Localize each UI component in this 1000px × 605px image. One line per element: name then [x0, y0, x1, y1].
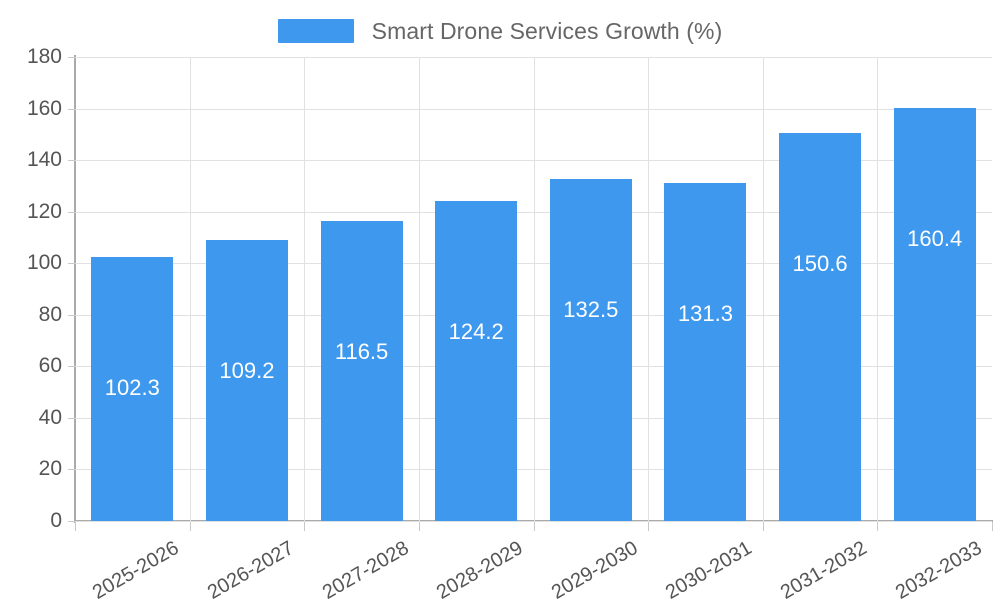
bar-2029-2030[interactable]: [549, 179, 632, 521]
y-axis-label: 140: [26, 148, 62, 172]
plot-area: 102.3 109.2 116.5 124.2 132.5 131.3 150.6 160.4: [75, 57, 992, 522]
bar-2025-2026[interactable]: [91, 257, 174, 521]
bar-value-label-2028-2029: 124.2: [448, 318, 504, 344]
y-axis-label: 80: [38, 302, 62, 326]
y-axis-label: 0: [50, 509, 62, 532]
y-axis-label: 20: [38, 457, 62, 481]
bar-2026-2027[interactable]: [205, 239, 288, 521]
y-axis-tick: [68, 160, 75, 162]
x-axis-tick: [304, 522, 305, 531]
gridline-vertical: [304, 57, 305, 521]
gridline-vertical: [190, 57, 191, 521]
x-axis-tick: [190, 522, 191, 531]
y-axis-tick: [68, 521, 75, 522]
gridline-vertical: [763, 57, 764, 521]
bar-value-label-2031-2032: 150.6: [792, 250, 848, 276]
bar-value-label-2029-2030: 132.5: [563, 297, 619, 323]
bar-value-label-2032-2033: 160.4: [907, 225, 963, 251]
gridline-horizontal: [75, 469, 992, 471]
x-axis-tick: [763, 522, 764, 531]
x-axis-category-label-2029-2030: 2029-2030: [547, 537, 642, 604]
gridline-vertical: [419, 57, 420, 521]
gridline-vertical: [877, 57, 878, 521]
y-axis-tick: [68, 366, 75, 368]
x-axis-category-label-2027-2028: 2027-2028: [318, 537, 413, 604]
bar-value-label-2027-2028: 116.5: [334, 338, 389, 364]
x-axis-tick: [877, 522, 878, 531]
bar-2027-2028[interactable]: [320, 220, 403, 521]
gridline-horizontal: [75, 211, 992, 213]
x-axis-category-label-2030-2031: 2030-2031: [662, 537, 757, 604]
y-axis-label: 100: [26, 251, 62, 275]
bar-value-label-2030-2031: 131.3: [677, 300, 733, 326]
x-axis-category-label-2031-2032: 2031-2032: [776, 537, 871, 604]
y-axis-tick: [68, 263, 75, 265]
y-axis-tick: [68, 108, 75, 110]
gridline-horizontal: [75, 366, 992, 368]
gridline-vertical: [648, 57, 649, 521]
bar-2031-2032[interactable]: [779, 132, 862, 521]
y-axis-label: 40: [38, 405, 62, 429]
gridline-horizontal: [75, 160, 992, 162]
gridline-vertical: [534, 57, 535, 521]
gridline-horizontal: [75, 314, 992, 316]
y-axis-tick: [68, 417, 75, 419]
bar-2030-2031[interactable]: [664, 182, 747, 521]
bar-2032-2033[interactable]: [893, 107, 976, 521]
y-axis-label: 180: [26, 45, 62, 68]
gridline-horizontal: [75, 521, 992, 522]
gridline-horizontal: [75, 57, 992, 58]
bar-value-label-2026-2027: 109.2: [219, 357, 275, 383]
y-axis-label: 160: [26, 96, 62, 120]
bar-2028-2029[interactable]: [435, 200, 518, 521]
gridline-horizontal: [75, 417, 992, 419]
y-axis-tick: [68, 469, 75, 471]
x-axis-tick: [75, 522, 76, 531]
x-axis-category-label-2032-2033: 2032-2033: [891, 537, 986, 604]
x-axis-category-label-2025-2026: 2025-2026: [89, 537, 183, 604]
y-axis-tick: [68, 57, 75, 58]
gridline-horizontal: [75, 108, 992, 110]
x-axis-tick: [419, 522, 420, 531]
legend-label-smart-drone-services-growth: Smart Drone Services Growth (%): [371, 17, 723, 44]
y-axis-label: 60: [38, 354, 62, 378]
y-axis-tick: [68, 314, 75, 316]
bar-value-label-2025-2026: 102.3: [104, 375, 160, 401]
chart-legend: Smart Drone Services Growth (%): [0, 14, 1000, 48]
x-axis-category-label-2026-2027: 2026-2027: [203, 537, 298, 604]
y-axis-line: [74, 55, 76, 523]
y-axis-label: 120: [26, 199, 62, 223]
x-axis-tick: [992, 522, 993, 531]
gridline-horizontal: [75, 263, 992, 265]
y-axis-tick: [68, 211, 75, 213]
x-axis-tick: [648, 522, 649, 531]
x-axis-tick: [534, 522, 535, 531]
x-axis-category-label-2028-2029: 2028-2029: [433, 537, 527, 604]
legend-swatch-smart-drone-services-growth: [277, 19, 354, 43]
